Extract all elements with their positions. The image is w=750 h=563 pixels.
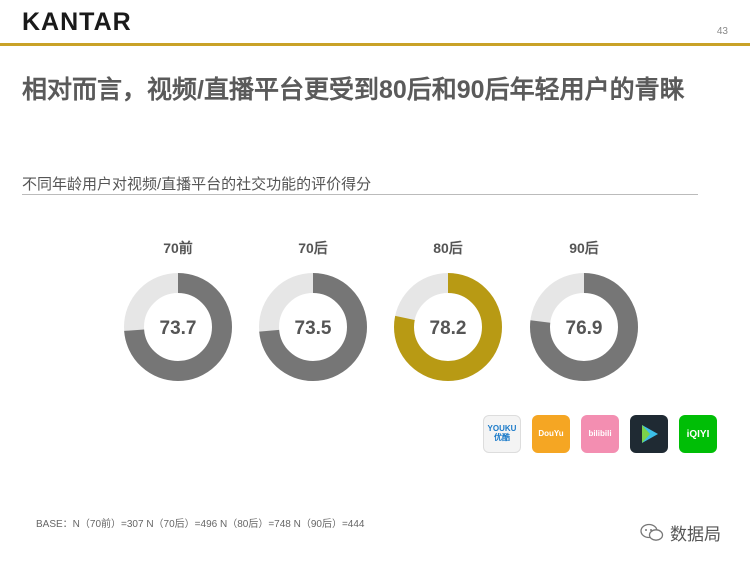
header-divider xyxy=(0,43,750,46)
chart-title-rule xyxy=(22,194,698,195)
youku-logo-text: YOUKU 优酷 xyxy=(487,424,517,442)
donut-value-arc xyxy=(530,273,638,381)
data-label: 76.9 xyxy=(566,318,603,339)
donut-value-arc xyxy=(259,273,367,381)
iqiyi-logo: iQIYI xyxy=(679,415,717,453)
bilibili-logo: bilibili xyxy=(581,415,619,453)
chart-title: 不同年龄用户对视频/直播平台的社交功能的评价得分 xyxy=(22,176,372,193)
youku-logo: YOUKU 优酷 xyxy=(483,415,521,453)
platform-logos: YOUKU 优酷 DouYu bilibili iQIYI xyxy=(483,415,723,457)
bilibili-logo-text: bilibili xyxy=(588,428,612,438)
donut-value-arc xyxy=(394,273,502,381)
category-label: 90后 xyxy=(569,240,599,256)
watermark-text: 数据局 xyxy=(670,525,721,544)
donut-value-arc xyxy=(124,273,232,381)
douyu-logo: DouYu xyxy=(532,415,570,453)
data-label: 73.5 xyxy=(295,318,332,339)
douyu-logo-text: DouYu xyxy=(538,428,564,438)
data-label: 73.7 xyxy=(160,318,197,339)
page-title: 相对而言，视频/直播平台更受到80后和90后年轻用户的青睐 xyxy=(22,76,685,104)
category-label: 70后 xyxy=(298,240,328,256)
iqiyi-logo-text: iQIYI xyxy=(686,428,710,440)
watermark: 数据局 xyxy=(640,520,721,545)
category-label: 80后 xyxy=(433,240,463,256)
category-label: 70前 xyxy=(163,240,193,256)
data-label: 78.2 xyxy=(430,318,467,339)
kantar-logo: KANTAR xyxy=(22,8,132,36)
donut-chart: 70前 73.7 70后 73.5 80后 78.2 90后 76.9 xyxy=(124,240,638,381)
base-footnote: BASE：N（70前）=307 N（70后）=496 N（80后）=748 N（… xyxy=(36,519,365,530)
tencent-video-logo xyxy=(630,415,668,453)
play-icon xyxy=(642,425,658,443)
page-number: 43 xyxy=(716,26,728,37)
wechat-icon xyxy=(640,523,664,541)
